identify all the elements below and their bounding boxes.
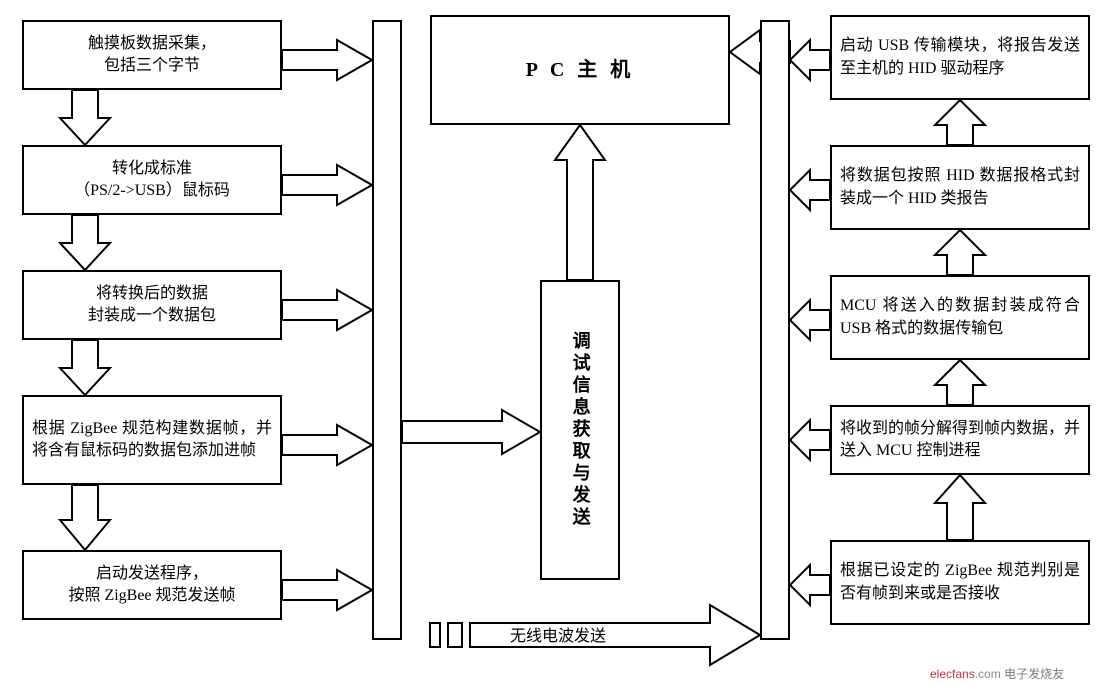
pc-host-label: P C 主 机 bbox=[526, 56, 635, 84]
left-box-2: 转化成标准 （PS/2->USB）鼠标码 bbox=[22, 145, 282, 215]
left-down-arrow-4 bbox=[60, 485, 110, 550]
left-right-arrow-1 bbox=[282, 40, 372, 80]
right-up-arrow-4 bbox=[935, 475, 985, 540]
watermark-text: 电子发烧友 bbox=[1004, 667, 1064, 681]
right-to-bus-arrow-2 bbox=[790, 170, 830, 210]
watermark: elecfans.com 电子发烧友 bbox=[930, 665, 1064, 682]
watermark-brand: elecfans bbox=[930, 667, 975, 681]
left-down-arrow-2 bbox=[60, 215, 110, 270]
right-to-bus-arrow-3 bbox=[790, 300, 830, 340]
debug-label: 调试信息获取与发送 bbox=[567, 331, 592, 529]
right-up-arrow-1 bbox=[935, 100, 985, 145]
radio-label: 无线电波发送 bbox=[510, 622, 606, 646]
left-box-4-text: 根据 ZigBee 规范构建数据帧，并将含有鼠标码的数据包添加进帧 bbox=[32, 418, 272, 463]
left-down-arrow-1 bbox=[60, 90, 110, 145]
right-box-5-text: 根据已设定的 ZigBee 规范判别是否有帧到来或是否接收 bbox=[840, 560, 1080, 605]
left-down-arrow-3 bbox=[60, 340, 110, 395]
left-box-3-text: 将转换后的数据 封装成一个数据包 bbox=[88, 283, 216, 328]
right-box-3: MCU 将送入的数据封装成符合 USB 格式的数据传输包 bbox=[830, 275, 1090, 360]
left-box-4: 根据 ZigBee 规范构建数据帧，并将含有鼠标码的数据包添加进帧 bbox=[22, 395, 282, 485]
right-box-4-text: 将收到的帧分解得到帧内数据，并送入 MCU 控制进程 bbox=[840, 418, 1080, 463]
right-box-1: 启动 USB 传输模块，将报告发送至主机的 HID 驱动程序 bbox=[830, 15, 1090, 100]
debug-to-pc-arrow bbox=[555, 125, 605, 280]
left-box-3: 将转换后的数据 封装成一个数据包 bbox=[22, 270, 282, 340]
right-to-bus-arrow-4 bbox=[790, 420, 830, 460]
left-right-arrow-2 bbox=[282, 165, 372, 205]
right-up-arrow-3 bbox=[935, 360, 985, 405]
debug-box: 调试信息获取与发送 bbox=[540, 280, 620, 580]
radio-label-text: 无线电波发送 bbox=[510, 628, 606, 645]
right-to-bus-arrow-5 bbox=[790, 565, 830, 605]
left-bus-bar bbox=[372, 20, 402, 640]
right-box-3-text: MCU 将送入的数据封装成符合 USB 格式的数据传输包 bbox=[840, 295, 1080, 340]
left-box-2-text: 转化成标准 （PS/2->USB）鼠标码 bbox=[74, 158, 230, 203]
left-right-arrow-5 bbox=[282, 570, 372, 610]
watermark-dotcom: .com bbox=[975, 667, 1001, 681]
right-box-1-text: 启动 USB 传输模块，将报告发送至主机的 HID 驱动程序 bbox=[840, 35, 1080, 80]
right-to-bus-arrow-1 bbox=[790, 40, 830, 80]
left-right-arrow-3 bbox=[282, 290, 372, 330]
left-box-1: 触摸板数据采集， 包括三个字节 bbox=[22, 20, 282, 90]
right-box-5: 根据已设定的 ZigBee 规范判别是否有帧到来或是否接收 bbox=[830, 540, 1090, 625]
pc-host-box: P C 主 机 bbox=[430, 15, 730, 125]
right-box-2: 将数据包按照 HID 数据报格式封装成一个 HID 类报告 bbox=[830, 145, 1090, 230]
left-box-5-text: 启动发送程序， 按照 ZigBee 规范发送帧 bbox=[68, 563, 235, 608]
right-box-4: 将收到的帧分解得到帧内数据，并送入 MCU 控制进程 bbox=[830, 405, 1090, 475]
bus-to-debug-arrow bbox=[402, 410, 540, 454]
right-bus-bar bbox=[760, 20, 790, 640]
left-box-5: 启动发送程序， 按照 ZigBee 规范发送帧 bbox=[22, 550, 282, 620]
right-box-2-text: 将数据包按照 HID 数据报格式封装成一个 HID 类报告 bbox=[840, 165, 1080, 210]
left-box-1-text: 触摸板数据采集， 包括三个字节 bbox=[88, 33, 216, 78]
right-up-arrow-2 bbox=[935, 230, 985, 275]
left-right-arrow-4 bbox=[282, 425, 372, 465]
